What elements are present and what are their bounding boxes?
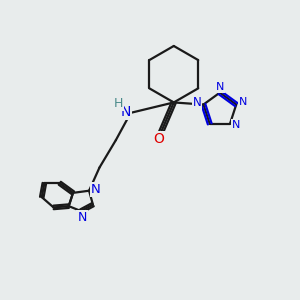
Text: N: N [77,211,87,224]
Text: N: N [216,82,224,92]
Text: N: N [120,105,130,119]
Text: N: N [238,97,247,107]
Text: N: N [193,96,201,109]
Text: N: N [91,183,100,196]
Text: H: H [113,97,123,110]
Text: N: N [232,120,241,130]
Text: O: O [154,132,164,146]
